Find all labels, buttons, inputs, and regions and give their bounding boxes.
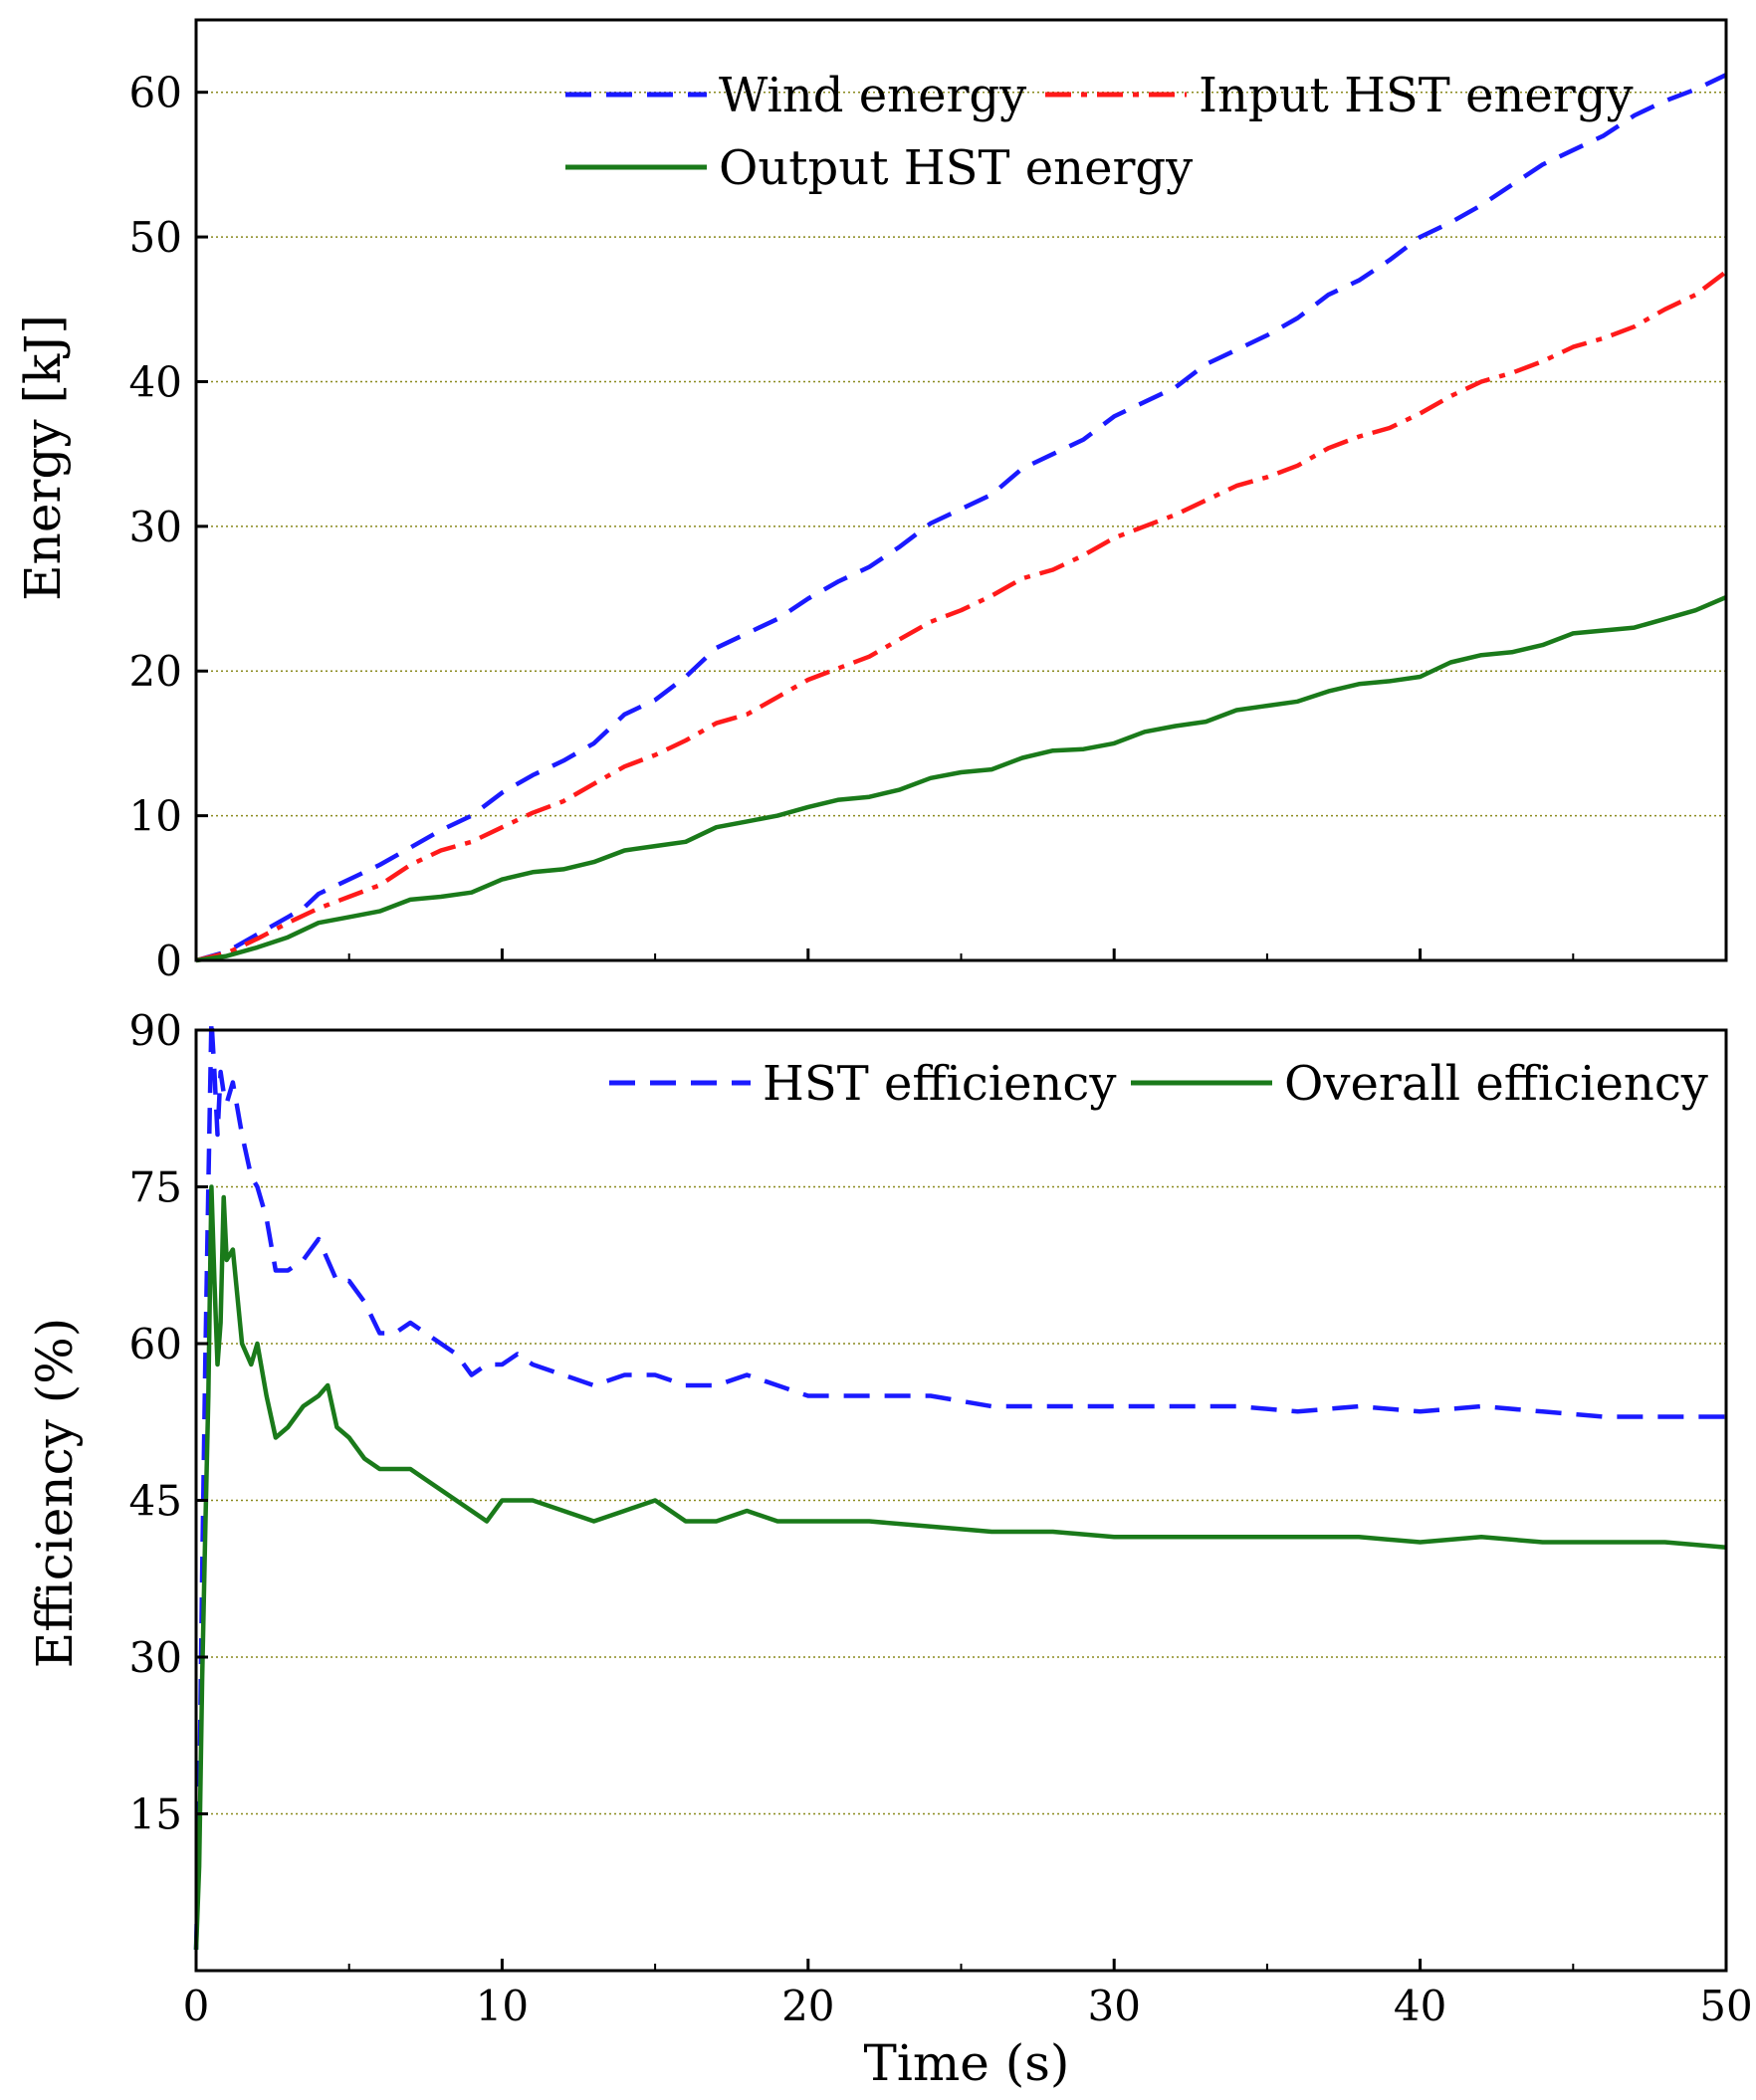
- energy-panel: 0 10 20 30 40 50 60 Energy [kJ] Wind energy In…: [14, 18, 1728, 985]
- x-tick-label: 10: [476, 1982, 529, 2030]
- legend-label-output-hst-energy: Output HST energy: [719, 140, 1193, 196]
- energy-legend: Wind energy Input HST energy Output HST …: [565, 68, 1634, 196]
- x-tick-label: 30: [1087, 1982, 1140, 2030]
- efficiency-series: [193, 1017, 1727, 1951]
- legend-label-overall-efficiency: Overall efficiency: [1284, 1056, 1708, 1112]
- energy-y-axis-title: Energy [kJ]: [14, 315, 72, 601]
- y-tick-label: 15: [129, 1790, 182, 1839]
- energy-gridlines: [196, 91, 1726, 817]
- y-tick-label: 60: [129, 1320, 182, 1368]
- efficiency-ticks: 15 30 45 60 75 90 0 10 20 30 40 50: [129, 1006, 1753, 2030]
- series-line-wind-energy: [195, 73, 1727, 963]
- y-tick-label: 0: [155, 937, 182, 985]
- efficiency-y-axis-title: Efficiency (%): [26, 1318, 84, 1668]
- legend-label-wind-energy: Wind energy: [719, 68, 1026, 123]
- series-line-input-hst-energy: [195, 270, 1728, 963]
- y-tick-label: 10: [129, 792, 182, 841]
- y-tick-label: 30: [129, 503, 182, 551]
- efficiency-legend: HST efficiency Overall efficiency: [609, 1056, 1708, 1112]
- y-tick-label: 20: [129, 647, 182, 696]
- x-tick-label: 50: [1699, 1982, 1752, 2030]
- legend-label-input-hst-energy: Input HST energy: [1199, 68, 1634, 123]
- x-tick-label: 40: [1394, 1982, 1446, 2030]
- y-tick-label: 30: [129, 1633, 182, 1682]
- series-line-output-hst-energy: [195, 595, 1727, 963]
- y-tick-label: 45: [129, 1477, 182, 1526]
- energy-series: [195, 73, 1728, 963]
- legend-label-hst-efficiency: HST efficiency: [763, 1056, 1116, 1112]
- x-tick-label: 0: [183, 1982, 210, 2030]
- y-tick-label: 40: [129, 357, 182, 406]
- series-line-hst-efficiency: [193, 1017, 1726, 1951]
- x-tick-label: 20: [781, 1982, 834, 2030]
- time-x-axis-title: Time (s): [864, 2034, 1070, 2092]
- y-tick-label: 50: [129, 213, 182, 262]
- efficiency-panel: 15 30 45 60 75 90 0 10 20 30 40 50 Efficiency (%) T…: [26, 1006, 1753, 2092]
- energy-ticks: 0 10 20 30 40 50 60: [129, 69, 1728, 985]
- y-tick-label: 75: [129, 1163, 182, 1212]
- y-tick-label: 90: [129, 1006, 182, 1055]
- series-line-overall-efficiency: [193, 1184, 1727, 1951]
- y-tick-label: 60: [129, 69, 182, 117]
